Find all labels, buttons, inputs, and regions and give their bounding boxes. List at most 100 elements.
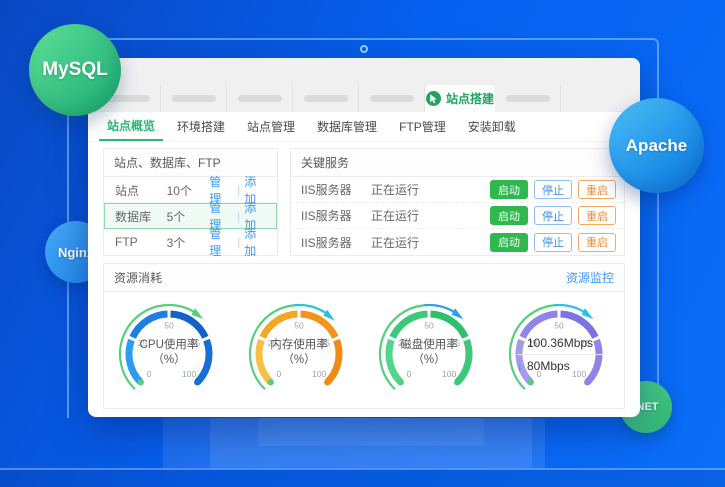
download-arrow-icon: ↓ [517,359,523,373]
link-separator: | [237,183,241,197]
restart-button[interactable]: 重启 [578,180,616,199]
overview-row-ftp: FTP 3个 管理 | 添加 [104,227,277,258]
tab-placeholder[interactable] [293,85,359,112]
overview-row-label: 站点 [115,183,140,198]
overview-row-links: 管理 | 添加 [209,173,268,207]
add-link-databases[interactable]: 添加 [244,201,257,232]
gauge-cpu-label: CPU使用率 （%） [119,338,219,368]
tab-placeholder-pill [237,95,282,102]
nginx-bubble-label: Nginx [57,244,95,260]
download-row: ↓ 80Mbps [517,357,605,375]
restart-button[interactable]: 重启 [578,206,616,225]
overview-box: 站点、数据库、FTP 站点 10个 管理 | 添加 数据库 5个 管理 | 添加 FTP 3个 管理 | 添… [103,148,278,258]
tab-placeholder[interactable] [495,85,561,112]
resource-monitor-link[interactable]: 资源监控 [565,271,614,285]
gauge-disk-dial: 0 25 50 75 100 [378,303,473,390]
svg-text:0: 0 [406,369,411,379]
download-value: 80Mbps [527,359,570,373]
tab-site-setup[interactable]: 站点搭建 [425,85,495,112]
svg-text:75: 75 [581,338,591,348]
mysql-bubble-label: MySQL [42,59,108,80]
gauge-unit-text: （%） [152,354,186,366]
gauge-disk: 0 25 50 75 100 磁盘使用率 （%） [367,298,491,404]
tab-placeholder[interactable] [359,85,425,112]
svg-text:25: 25 [528,338,538,348]
upload-value: 100.36Mbps [527,336,594,350]
service-buttons: 启动 停止 重启 [490,180,616,199]
tab-placeholder-pill [369,95,414,102]
svg-text:25: 25 [268,338,278,348]
service-name: IIS服务器 [301,183,352,197]
gauge-memory-label: 内存使用率 （%） [249,338,349,368]
restart-button[interactable]: 重启 [578,232,616,252]
tab-site-setup-label: 站点搭建 [445,92,494,106]
svg-text:100: 100 [312,369,326,379]
overview-box-title: 站点、数据库、FTP [104,149,277,177]
service-status: 正在运行 [371,209,420,223]
stop-button[interactable]: 停止 [534,206,572,225]
manage-link-ftp[interactable]: 管理 [209,227,222,258]
browser-tabstrip: 站点搭建 [88,58,640,112]
stop-button[interactable]: 停止 [534,232,572,252]
svg-text:0: 0 [276,369,281,379]
gauge-unit-text: （%） [282,354,316,366]
gauge-label-text: 内存使用率 [270,339,328,351]
tab-placeholder-pill [106,95,150,102]
services-box: 关键服务 IIS服务器 正在运行 启动 停止 重启 IIS服务器 正在运行 启动 停止 重启 IIS… [290,148,625,256]
overview-row-label: FTP [115,235,138,249]
start-button[interactable]: 启动 [490,206,528,225]
svg-text:100: 100 [442,369,456,379]
svg-text:0: 0 [536,369,541,379]
panel-content: 站点、数据库、FTP 站点 10个 管理 | 添加 数据库 5个 管理 | 添加 FTP 3个 管理 | 添… [88,142,640,409]
overview-row-count: 3个 [166,235,186,250]
stop-button[interactable]: 停止 [534,180,572,199]
apache-bubble: Apache [609,98,704,193]
manage-link-sites[interactable]: 管理 [209,175,222,206]
service-name: IIS服务器 [301,235,352,250]
nav-tab-ftp-manage[interactable]: FTP管理 [399,120,446,134]
tab-placeholder-pill [303,95,348,102]
mysql-bubble: MySQL [29,24,121,116]
svg-text:50: 50 [554,321,564,331]
tab-placeholder[interactable] [227,85,293,112]
start-button[interactable]: 启动 [490,232,528,252]
manage-link-databases[interactable]: 管理 [209,201,222,232]
tab-placeholder-pill [171,95,216,102]
services-box-title: 关键服务 [291,149,624,177]
gauge-unit-text: （%） [412,354,446,366]
start-button[interactable]: 启动 [490,180,528,199]
nav-tab-db-manage[interactable]: 数据库管理 [317,120,378,134]
nav-tab-site-manage[interactable]: 站点管理 [247,120,296,134]
overview-row-sites: 站点 10个 管理 | 添加 [104,175,277,206]
apache-bubble-label: Apache [625,135,688,155]
camera-dot [360,45,368,53]
laptop-base-layer [210,418,532,468]
nav-tab-install-uninstall[interactable]: 安装卸载 [467,120,516,134]
service-buttons: 启动 停止 重启 [490,206,616,225]
gauge-network-readout: ↑ 100.36Mbps ↓ 80Mbps [517,334,605,375]
gauge-label-text: 磁盘使用率 [400,339,458,351]
svg-text:75: 75 [321,338,331,348]
add-link-sites[interactable]: 添加 [244,175,257,206]
service-name: IIS服务器 [301,209,352,223]
overview-row-label: 数据库 [115,209,152,224]
site-setup-logo-icon [425,91,441,106]
add-link-ftp[interactable]: 添加 [244,227,257,258]
upload-row: ↑ 100.36Mbps [517,334,605,352]
overview-row-count: 5个 [166,209,186,224]
service-status: 正在运行 [371,183,420,197]
service-row-2: IIS服务器 正在运行 启动 停止 重启 [291,229,624,255]
laptop-base-edge [0,468,725,470]
nav-tab-overview[interactable]: 站点概览 [99,112,164,141]
nav-tab-env-setup[interactable]: 环境搭建 [177,120,226,134]
svg-text:0: 0 [146,369,151,379]
app-window: 站点搭建 站点概览 环境搭建 站点管理 数据库管理 FTP管理 安装卸载 站点、数据库、F… [88,58,640,417]
service-row-1: IIS服务器 正在运行 启动 停止 重启 [291,203,624,229]
service-row-0: IIS服务器 正在运行 启动 停止 重启 [291,177,624,203]
gauge-network: 0 25 50 75 100 ↑ 100.36Mbps ↓ 80Mbps [497,298,621,404]
overview-row-links: 管理 | 添加 [209,199,268,233]
tab-placeholder[interactable] [161,85,227,112]
svg-text:50: 50 [294,321,304,331]
laptop-base-bottom [0,470,725,487]
